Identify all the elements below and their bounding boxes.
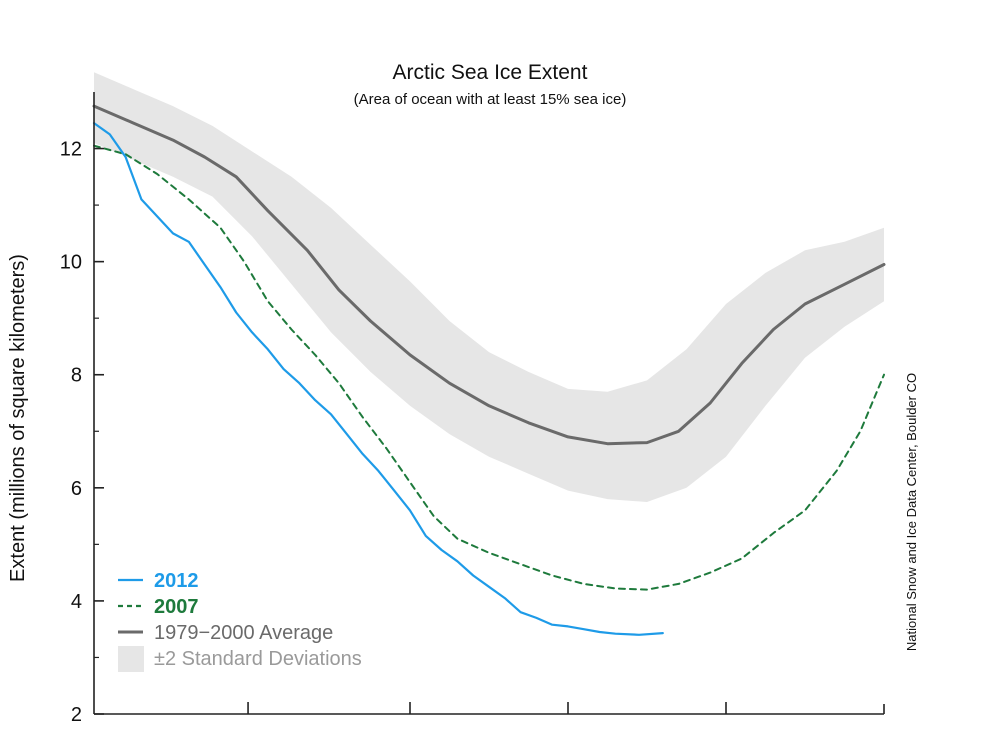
y-tick-label: 10 bbox=[60, 252, 82, 274]
y-axis-label: Extent (millions of square kilometers) bbox=[7, 254, 29, 582]
chart-title: Arctic Sea Ice Extent bbox=[393, 61, 588, 84]
std-dev-band bbox=[94, 72, 884, 502]
series-line-2012 bbox=[92, 122, 664, 636]
legend-label-3: ±2 Standard Deviations bbox=[154, 648, 362, 670]
legend-label-0: 2012 bbox=[154, 570, 199, 592]
y-tick-label: 4 bbox=[71, 591, 82, 613]
legend: 2012 2007 1979−2000 Average ±2 Standard Dev… bbox=[118, 570, 362, 672]
y-tick-label: 12 bbox=[60, 139, 82, 161]
legend-label-1: 2007 bbox=[154, 596, 199, 618]
legend-label-2: 1979−2000 Average bbox=[154, 622, 333, 644]
series-line-2007 bbox=[93, 144, 885, 591]
plot-area: 2 4 6 8 10 12 bbox=[60, 72, 886, 726]
credit-text: National Snow and Ice Data Center, Bould… bbox=[904, 373, 919, 651]
y-tick-label: 8 bbox=[71, 365, 82, 387]
series-line-average bbox=[92, 104, 886, 446]
y-tick-label: 6 bbox=[71, 478, 82, 500]
legend-swatch-band bbox=[118, 646, 144, 672]
chart-subtitle: (Area of ocean with at least 15% sea ice… bbox=[354, 91, 627, 108]
y-tick-label: 2 bbox=[71, 704, 82, 726]
